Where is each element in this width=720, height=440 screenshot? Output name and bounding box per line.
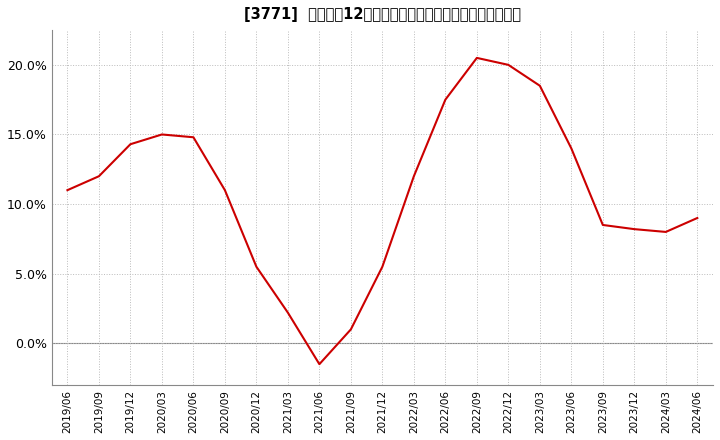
Title: [3771]  売上高の12か月移動合計の対前年同期増減率の推移: [3771] 売上高の12か月移動合計の対前年同期増減率の推移 bbox=[244, 7, 521, 22]
